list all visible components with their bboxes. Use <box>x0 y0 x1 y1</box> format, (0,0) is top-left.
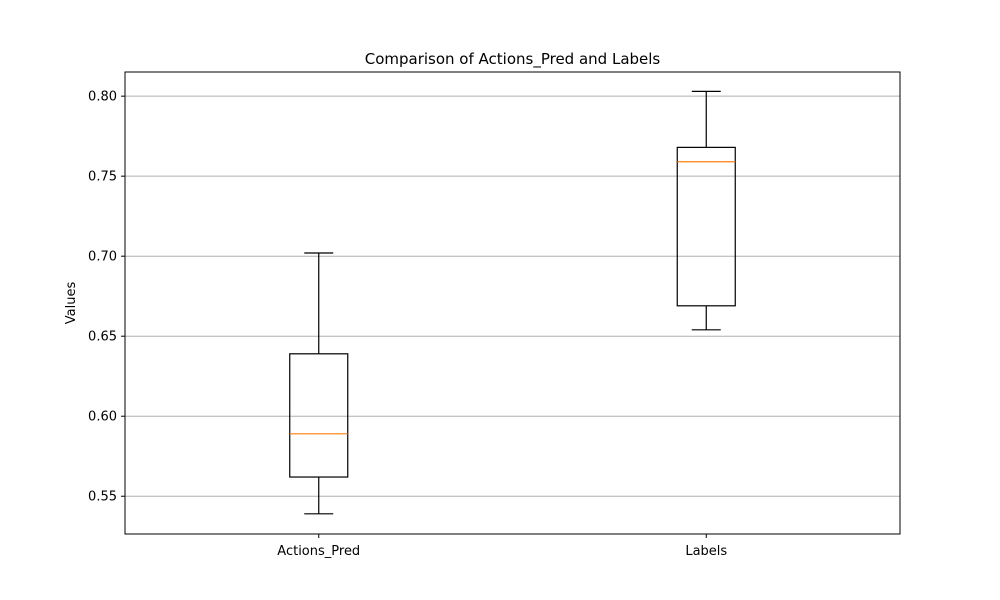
x-tick-label: Labels <box>685 544 727 559</box>
y-tick-label: 0.60 <box>88 410 117 425</box>
y-tick-label: 0.70 <box>88 250 117 265</box>
y-tick-label: 0.65 <box>88 330 117 345</box>
y-tick-label: 0.55 <box>88 490 117 505</box>
interquartile-box <box>289 353 349 478</box>
interquartile-box <box>676 146 736 307</box>
grid-lines <box>125 95 900 497</box>
y-axis-ticks: 0.55 0.60 0.65 0.70 0.75 0.80 <box>88 90 125 505</box>
box-labels <box>676 90 736 331</box>
y-tick-label: 0.80 <box>88 90 117 105</box>
plot-area-frame <box>124 71 901 535</box>
x-axis-ticks: Actions_Pred Labels <box>277 534 727 559</box>
y-tick-label: 0.75 <box>88 170 117 185</box>
box-actions-pred <box>289 252 349 515</box>
y-axis-label: Values <box>64 282 79 325</box>
chart-title: Comparison of Actions_Pred and Labels <box>365 50 661 69</box>
x-tick-label: Actions_Pred <box>277 544 360 559</box>
boxes <box>289 90 736 515</box>
